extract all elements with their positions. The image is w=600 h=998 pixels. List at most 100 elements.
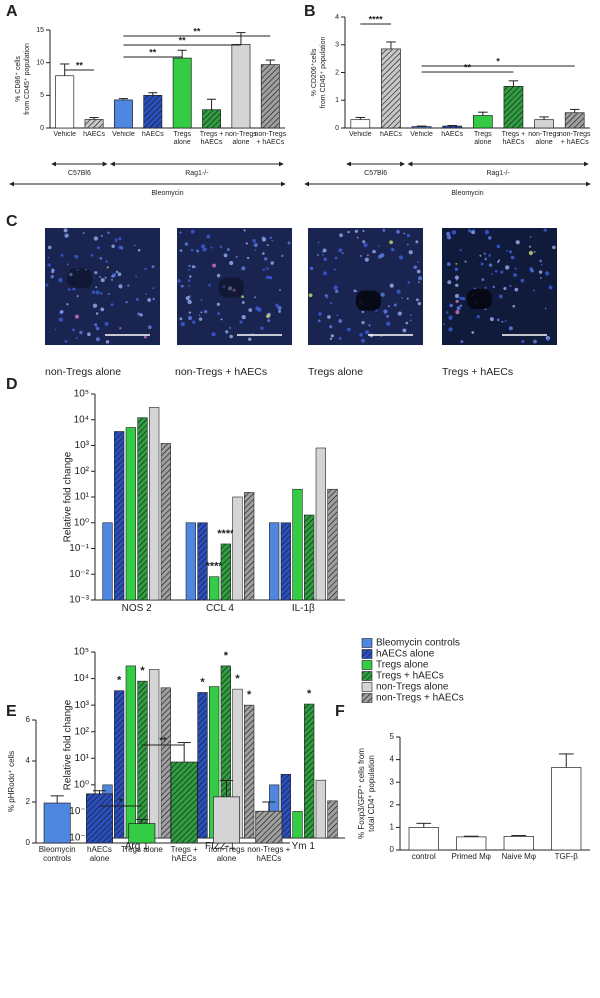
cell-dot: [191, 265, 195, 269]
y-tick-label: 10¹: [75, 753, 90, 764]
dark-region: [466, 288, 492, 309]
cell-dot: [317, 241, 320, 244]
image-caption: non-Tregs alone: [45, 366, 121, 378]
bar: [551, 767, 582, 851]
cell-dot: [501, 320, 504, 323]
cell-dot: [241, 295, 244, 298]
y-tick-label: 10⁻²: [69, 833, 89, 844]
error-bar: [539, 116, 549, 120]
y-tick-label: 5: [390, 732, 395, 741]
cell-dot: [180, 284, 184, 288]
x-tick-label: control: [412, 853, 436, 861]
cell-dot: [85, 268, 87, 271]
group-label: Rag1-/-: [185, 170, 209, 177]
cell-dot: [75, 314, 80, 319]
cell-dot: [267, 319, 271, 323]
cell-dot: [338, 319, 343, 323]
cell-dot: [99, 256, 103, 260]
cell-dot: [377, 245, 380, 247]
dark-region: [355, 290, 381, 311]
x-tick-label: Tregs alone: [173, 131, 191, 146]
cell-dot: [229, 334, 233, 339]
cell-dot: [324, 294, 328, 298]
cell-dot: [416, 261, 419, 264]
cell-dot: [204, 247, 207, 250]
cell-dot: [405, 321, 409, 325]
cell-dot: [479, 254, 482, 257]
cell-dot: [137, 248, 141, 252]
x-tick-label-text: Bleomycin controls: [38, 846, 76, 863]
cell-dot: [241, 266, 246, 271]
bar: [442, 125, 463, 129]
cell-dot: [208, 283, 211, 287]
group-label: C57Bl6: [68, 170, 91, 177]
cell-dot: [408, 250, 413, 255]
significance: **: [149, 47, 157, 57]
bar: [350, 119, 371, 129]
x-tick-label: Primed Mφ: [452, 853, 491, 861]
cell-dot: [533, 339, 537, 344]
cell-dot: [323, 271, 328, 276]
cell-dot: [396, 229, 400, 234]
cell-dot: [187, 279, 191, 282]
cell-dot: [329, 325, 333, 329]
x-tick-label: Tregs + hAECs: [502, 131, 526, 146]
x-tick-label-text: Tregs alone: [120, 846, 163, 854]
cell-dot: [118, 245, 122, 250]
bar: [503, 836, 534, 851]
y-tick-label: 4: [390, 755, 395, 764]
cell-dot: [127, 284, 130, 287]
cell-dot: [110, 303, 114, 307]
cell-dot: [459, 249, 462, 252]
cell-dot: [200, 311, 203, 314]
cell-dot: [508, 326, 513, 331]
significance: *: [235, 673, 240, 685]
cell-dot: [228, 286, 233, 291]
cell-dot: [539, 259, 542, 263]
x-tick-label: hAECs: [142, 131, 164, 138]
cell-dot: [269, 236, 273, 240]
legend-label: Tregs + hAECs: [376, 671, 444, 682]
cell-dot: [72, 287, 76, 291]
group-label: C57Bl6: [364, 170, 387, 177]
cell-dot: [266, 314, 270, 319]
cell-dot: [243, 229, 246, 232]
cell-dot: [449, 303, 453, 308]
error-bar: [236, 32, 246, 45]
cell-dot: [446, 235, 452, 240]
cell-dot: [200, 244, 206, 249]
cell-dot: [268, 276, 273, 280]
y-tick-label: 10⁻¹: [69, 543, 89, 554]
error-bar: [569, 108, 580, 113]
y-tick-label: 10²: [75, 466, 90, 477]
y-tick-label: 4: [26, 756, 31, 765]
cell-dot: [107, 231, 110, 234]
cell-dot: [187, 315, 193, 321]
cell-dot: [529, 236, 532, 238]
bar: [113, 99, 133, 129]
cell-dot: [94, 271, 98, 275]
y-tick-label: 3: [390, 777, 395, 786]
cell-dot: [264, 257, 268, 261]
y-axis-label: from CD45⁺ population: [24, 43, 31, 115]
legend-swatch: [361, 649, 373, 659]
bar: [213, 796, 240, 844]
dark-region: [67, 268, 93, 289]
significance: ****: [217, 528, 235, 540]
legend-label: non-Tregs + hAECs: [376, 693, 464, 704]
cell-dot: [413, 265, 418, 270]
bar: [149, 407, 160, 601]
cell-dot: [266, 275, 270, 279]
x-tick-label-text: non-Tregs + hAECs: [558, 131, 591, 146]
legend-label: Tregs alone: [376, 660, 429, 671]
cell-dot: [239, 320, 243, 324]
cell-dot: [58, 317, 63, 322]
cell-dot: [92, 303, 98, 308]
x-tick-label-text: Vehicle: [53, 131, 76, 138]
cell-dot: [190, 248, 194, 252]
cell-dot: [79, 330, 83, 335]
y-tick-label: 10⁴: [74, 414, 89, 425]
cell-dot: [379, 253, 385, 258]
x-tick-label: CCL 4: [206, 603, 234, 614]
cell-dot: [326, 296, 329, 299]
